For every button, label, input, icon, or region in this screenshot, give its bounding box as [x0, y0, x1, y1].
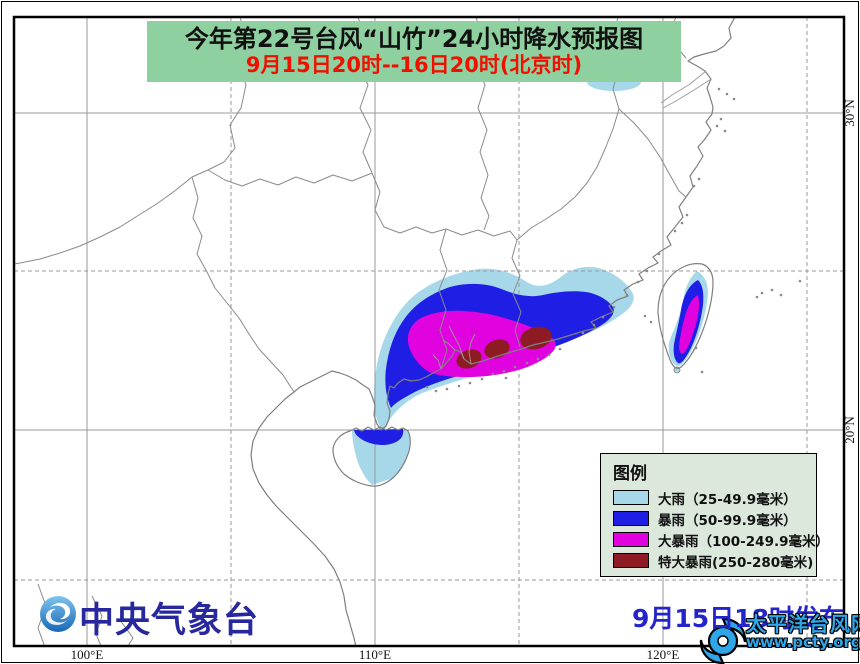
cma-logo-icon: [40, 596, 76, 632]
site-watermark: 太平洋台风网 www.pcty.org: [692, 614, 860, 651]
map-title: 今年第22号台风“山竹”24小时降水预报图: [184, 24, 644, 53]
legend-swatch-heavy-rainstorm: [613, 532, 649, 547]
watermark-site-url: www.pcty.org: [746, 633, 860, 651]
x-axis-label-120e: 120°E: [646, 647, 680, 662]
cma-logo-spacer: [34, 598, 74, 638]
legend-item: 大暴雨（100-249.9毫米）: [613, 529, 829, 550]
legend-swatch-heavy-rain: [613, 490, 649, 505]
legend-swatch-extreme-rainstorm: [613, 553, 649, 568]
legend-box: 图例 大雨（25-49.9毫米） 暴雨（50-99.9毫米） 大暴雨（100-2…: [600, 453, 829, 577]
gridlines: [14, 17, 844, 646]
legend-item: 特大暴雨(250-280毫米): [613, 550, 813, 571]
rain-heavy-hainan: [352, 430, 410, 485]
rain-heavystorm-main: [407, 310, 556, 377]
rain-storm-hainan: [354, 429, 404, 445]
y-axis-label-20n: 20°N: [842, 416, 857, 444]
typhoon-watermark-icon: [699, 617, 747, 664]
x-axis-label-110e: 110°E: [358, 647, 392, 662]
x-axis-label-100e: 100°E: [70, 647, 104, 662]
legend-label: 大雨（25-49.9毫米）: [658, 491, 797, 508]
legend-label: 暴雨（50-99.9毫米）: [658, 512, 797, 529]
small-islands: [425, 87, 802, 393]
agency-name: 中央气象台: [79, 601, 260, 641]
legend-item: 大雨（25-49.9毫米）: [613, 487, 808, 508]
rain-heavystorm-taiwan: [679, 295, 700, 354]
map-subtitle: 9月15日20时--16日20时(北京时): [245, 53, 583, 78]
watermark-site-name: 太平洋台风网: [746, 612, 860, 636]
legend-label: 特大暴雨(250-280毫米): [658, 554, 814, 571]
publish-time: 9月15日18时发布: [632, 604, 844, 633]
title-banner: 今年第22号台风“山竹”24小时降水预报图 9月15日20时--16日20时(北…: [147, 21, 681, 82]
hainan-outline: [332, 426, 411, 487]
legend-item: 暴雨（50-99.9毫米）: [613, 508, 808, 529]
legend-label: 大暴雨（100-249.9毫米）: [658, 533, 829, 550]
y-axis-label-30n: 30°N: [842, 99, 857, 127]
agency-branding: 中央气象台: [34, 592, 259, 643]
rain-extreme-spots: [456, 326, 552, 369]
map-frame: [12, 15, 846, 648]
taiwan-outline: [657, 263, 714, 369]
estuary-rivers: [432, 70, 712, 370]
legend-title: 图例: [613, 464, 647, 484]
legend-swatch-rainstorm: [613, 511, 649, 526]
